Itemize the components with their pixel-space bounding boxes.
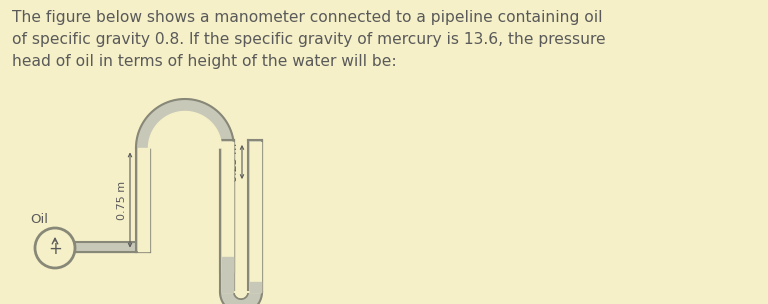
Text: Oil: Oil: [30, 213, 48, 226]
Text: +: +: [48, 240, 62, 258]
Text: The figure below shows a manometer connected to a pipeline containing oil
of spe: The figure below shows a manometer conne…: [12, 10, 606, 69]
Polygon shape: [233, 292, 250, 298]
Text: 0.75 m: 0.75 m: [117, 181, 127, 219]
Text: 0.25 m: 0.25 m: [229, 143, 239, 181]
Polygon shape: [220, 292, 262, 304]
Polygon shape: [136, 99, 234, 148]
Polygon shape: [148, 112, 221, 148]
